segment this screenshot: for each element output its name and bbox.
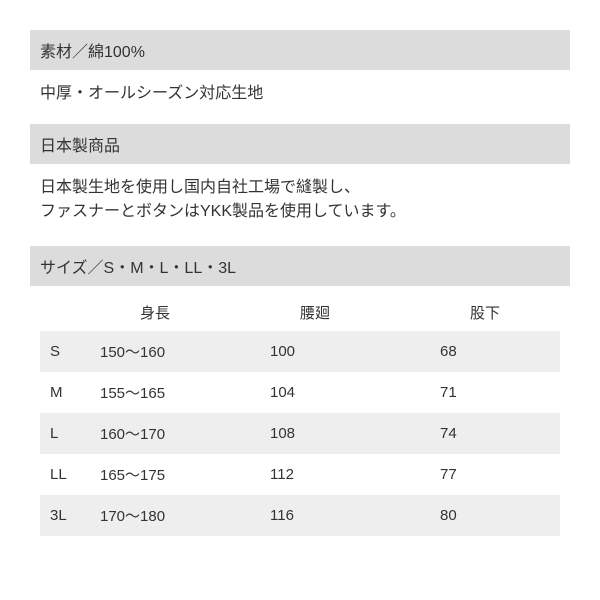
table-row: M 155～165 104 71 <box>40 372 560 413</box>
material-body: 中厚・オールシーズン対応生地 <box>30 78 570 124</box>
cell-height: 155～165 <box>100 382 270 403</box>
cell-size: L <box>40 425 100 442</box>
size-col-header-waist: 腰廻 <box>270 302 440 323</box>
cell-waist: 104 <box>270 384 440 401</box>
cell-inseam: 77 <box>440 466 560 483</box>
table-row: 3L 170～180 116 80 <box>40 495 560 536</box>
size-col-header-inseam: 股下 <box>440 302 560 323</box>
size-col-header-size <box>40 302 100 323</box>
madein-body-line2: ファスナーとボタンはYKK製品を使用しています。 <box>40 203 406 220</box>
cell-inseam: 71 <box>440 384 560 401</box>
cell-size: LL <box>40 466 100 483</box>
madein-body-line1: 日本製生地を使用し国内自社工場で縫製し、 <box>40 179 360 196</box>
cell-size: S <box>40 343 100 360</box>
cell-waist: 100 <box>270 343 440 360</box>
cell-waist: 108 <box>270 425 440 442</box>
madein-header: 日本製商品 <box>30 124 570 164</box>
table-row: LL 165～175 112 77 <box>40 454 560 495</box>
cell-inseam: 74 <box>440 425 560 442</box>
size-section: サイズ／S・M・L・LL・3L 身長 腰廻 股下 S 150～160 100 6… <box>30 246 570 536</box>
cell-size: 3L <box>40 507 100 524</box>
cell-inseam: 68 <box>440 343 560 360</box>
cell-inseam: 80 <box>440 507 560 524</box>
cell-waist: 116 <box>270 507 440 524</box>
size-table-header-row: 身長 腰廻 股下 <box>40 294 560 331</box>
size-header: サイズ／S・M・L・LL・3L <box>30 246 570 286</box>
cell-size: M <box>40 384 100 401</box>
cell-height: 150～160 <box>100 341 270 362</box>
cell-height: 160～170 <box>100 423 270 444</box>
size-col-header-height: 身長 <box>100 302 270 323</box>
table-row: L 160～170 108 74 <box>40 413 560 454</box>
cell-height: 170～180 <box>100 505 270 526</box>
material-header: 素材／綿100% <box>30 30 570 70</box>
cell-height: 165～175 <box>100 464 270 485</box>
table-row: S 150～160 100 68 <box>40 331 560 372</box>
madein-body: 日本製生地を使用し国内自社工場で縫製し、 ファスナーとボタンはYKK製品を使用し… <box>30 172 570 242</box>
cell-waist: 112 <box>270 466 440 483</box>
size-table: 身長 腰廻 股下 S 150～160 100 68 M 155～165 104 … <box>30 294 570 536</box>
